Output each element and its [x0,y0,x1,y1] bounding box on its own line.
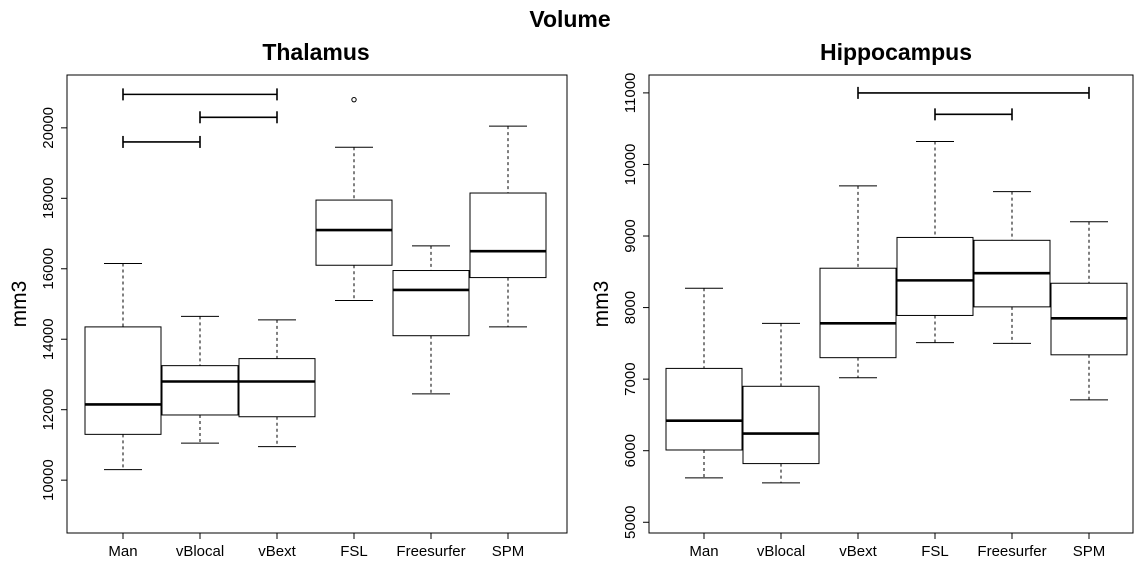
x-tick-label: FSL [340,543,368,560]
x-tick-label: SPM [492,543,525,560]
outlier-point [351,96,357,103]
plot-frame [66,74,568,534]
thalamus-panel: Thalamus mm3 10000 12000 14000 16000 18000 2000… [8,39,568,560]
plot-frame [648,74,1134,534]
y-tick-label: 5000 [622,506,639,539]
y-axis-label: mm3 [590,281,613,328]
y-tick-label: 7000 [622,362,639,395]
iqr-box [742,385,820,465]
y-tick-label: 8000 [622,291,639,324]
y-tick-label: 12000 [40,389,57,431]
y-tick-label: 14000 [40,318,57,360]
y-tick-label: 11000 [622,73,639,114]
x-tick-label: Man [108,543,137,560]
box-freesurfer [392,245,470,395]
panel-title: Thalamus [262,39,369,65]
figure-title: Volume [529,6,611,32]
box-fsl [315,96,393,301]
iqr-box [665,367,743,451]
box-vblocal [161,315,239,444]
box-fsl [896,141,974,344]
iqr-box [392,270,470,337]
y-tick-label: 18000 [40,177,57,219]
x-tick-label: FSL [921,543,949,560]
iqr-box [469,192,547,279]
box-vbext [819,185,897,379]
box-man [665,287,743,479]
y-tick-label: 20000 [40,107,57,149]
y-tick-label: 9000 [622,219,639,252]
x-tick-label: vBext [258,543,296,560]
box-vbext [238,319,316,448]
box-freesurfer [973,191,1051,344]
box-man [84,262,162,471]
x-tick-label: Man [689,543,718,560]
box-spm [1050,221,1128,401]
iqr-box [84,326,162,435]
significance-bracket [199,111,278,124]
x-tick-label: Freesurfer [977,543,1046,560]
iqr-box [315,199,393,266]
significance-bracket [122,88,278,101]
iqr-box [896,236,974,316]
box-vblocal [742,322,820,484]
y-axis-label: mm3 [8,281,31,328]
x-tick-label: Freesurfer [396,543,465,560]
y-tick-label: 6000 [622,434,639,467]
y-tick-label: 16000 [40,248,57,290]
significance-bracket [857,86,1090,99]
y-tick-label: 10000 [622,144,639,186]
iqr-box [819,267,897,359]
x-tick-label: vBlocal [757,543,805,560]
significance-bracket [122,135,201,148]
iqr-box [238,358,316,418]
panel-title: Hippocampus [820,39,972,65]
x-tick-label: SPM [1073,543,1106,560]
iqr-box [161,365,239,416]
x-tick-label: vBlocal [176,543,224,560]
significance-bracket [934,108,1013,121]
box-spm [469,125,547,328]
hippocampus-panel: Hippocampus mm3 5000 6000 7000 8000 9000 10000 1… [590,39,1134,560]
y-tick-label: 10000 [40,459,57,501]
x-tick-label: vBext [839,543,877,560]
